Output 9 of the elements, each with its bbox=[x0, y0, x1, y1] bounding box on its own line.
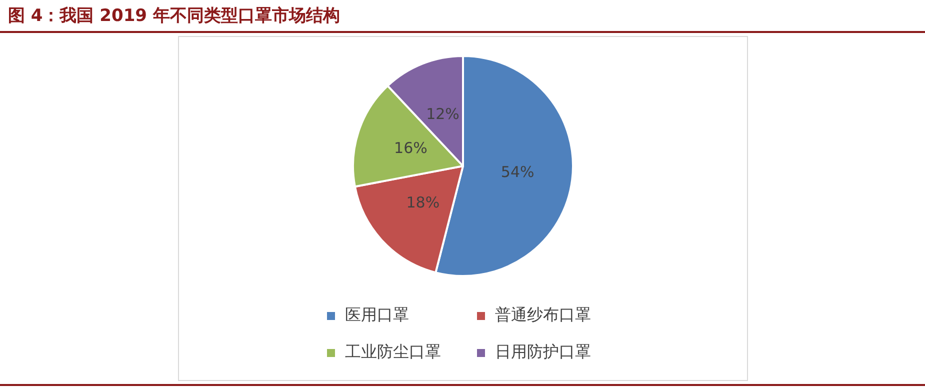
text: 图 4：我国 2019 年不同类型口罩市场结构 bbox=[8, 5, 340, 27]
data-label: 54% bbox=[500, 162, 534, 181]
data-label: 12% bbox=[426, 104, 460, 123]
data-label: 16% bbox=[394, 138, 428, 157]
data-label: 18% bbox=[406, 194, 440, 212]
legend-label: 日用防护口罩 bbox=[495, 342, 591, 363]
legend-label: 医用口罩 bbox=[345, 305, 409, 326]
legend-label: 普通纱布口罩 bbox=[495, 305, 591, 326]
legend-label: 工业防尘口罩 bbox=[345, 342, 441, 363]
